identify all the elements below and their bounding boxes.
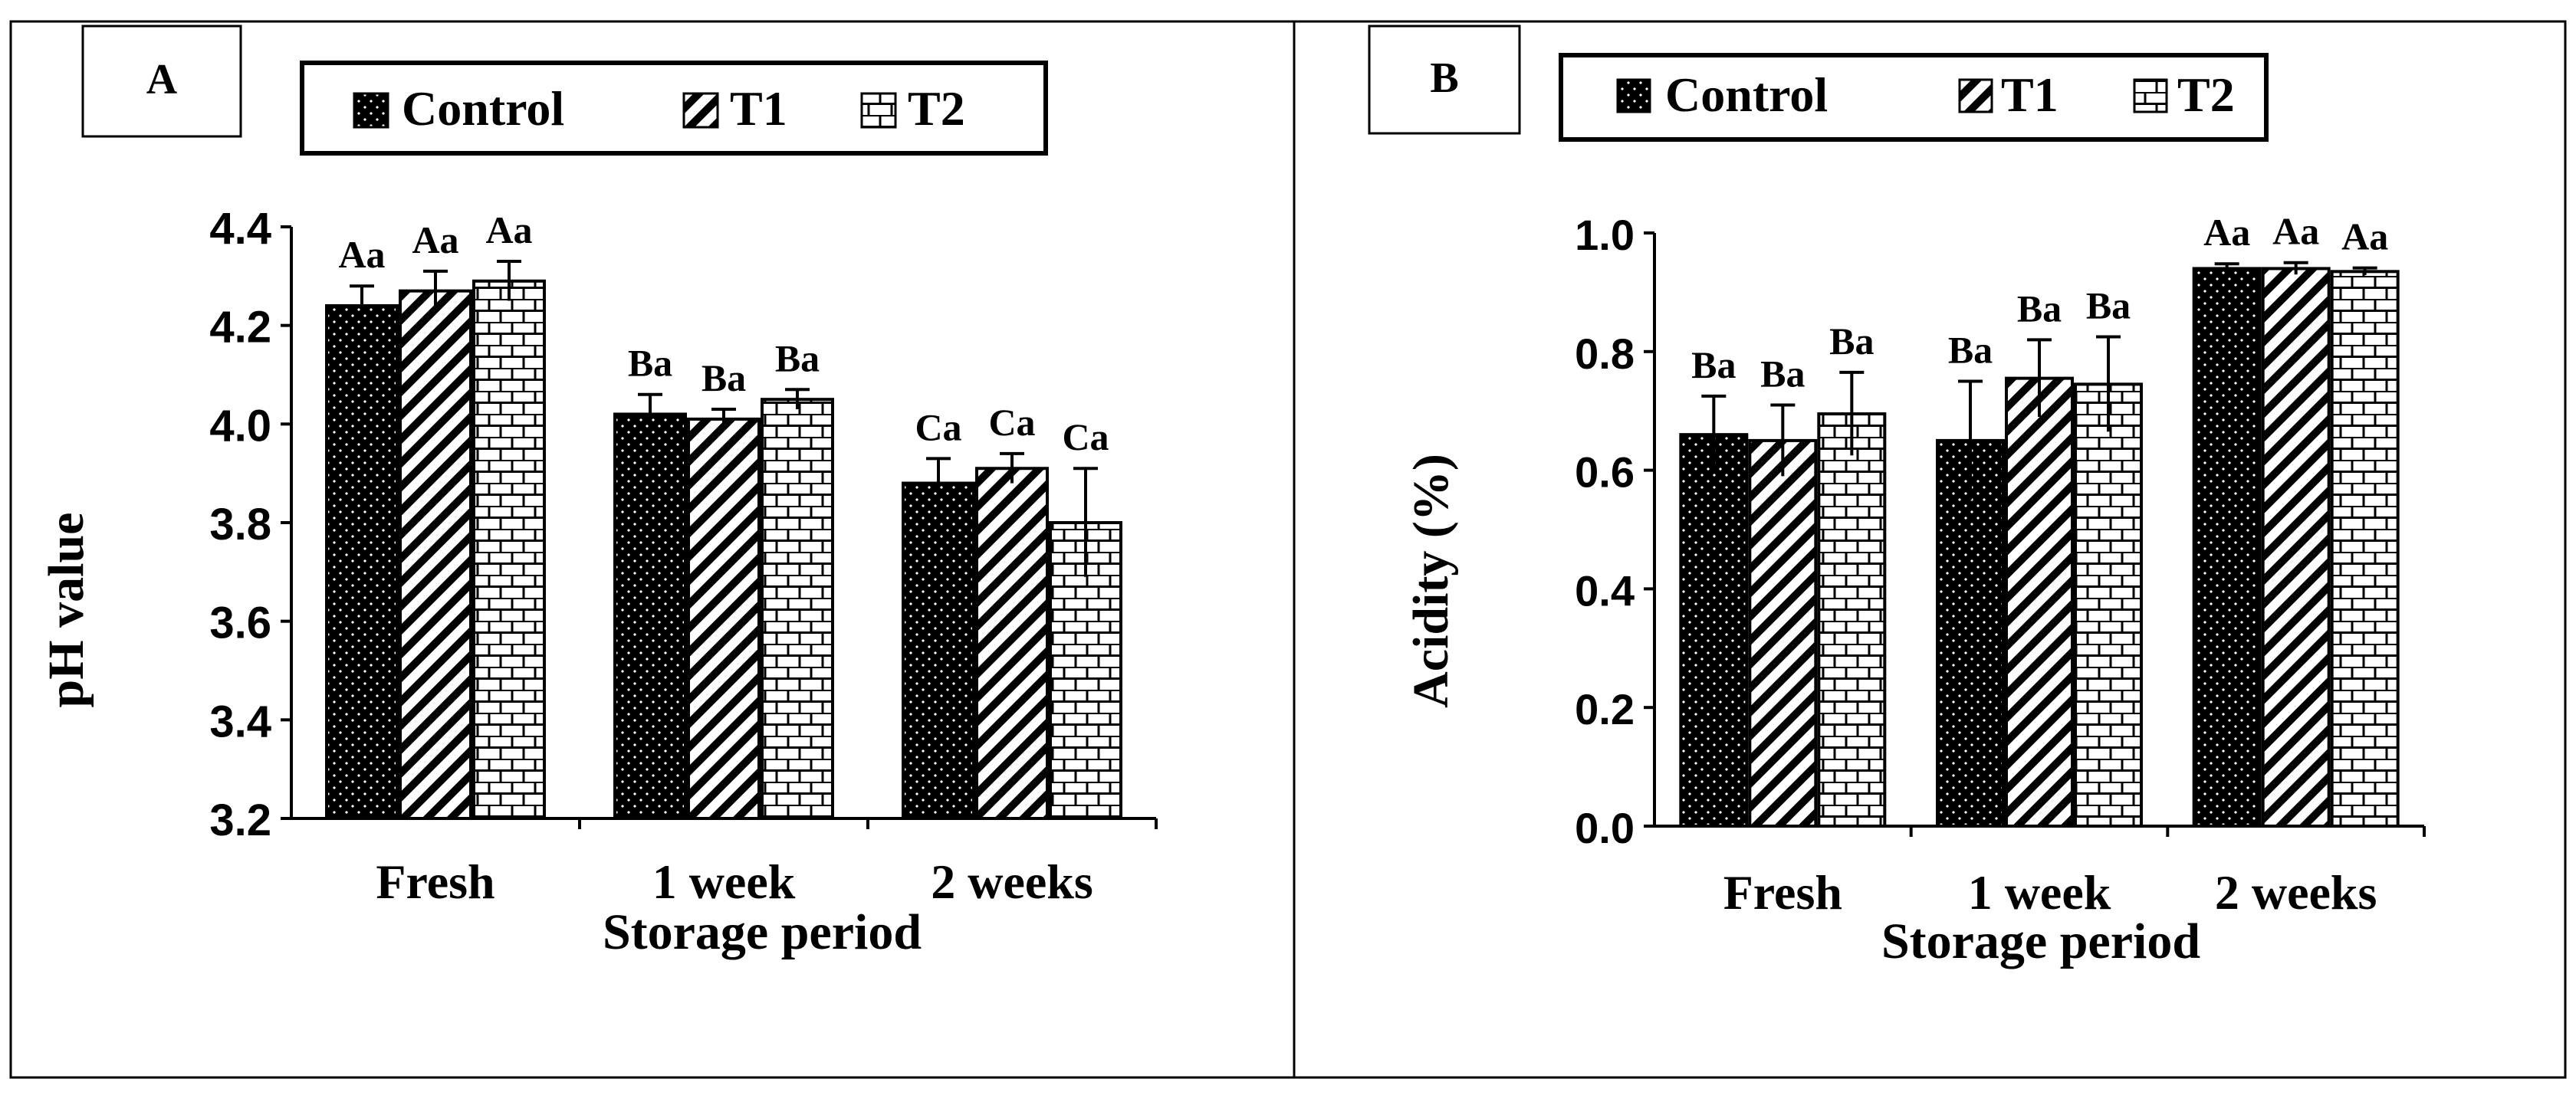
panel-b-y-tick-label: 1.0 [1575,211,1635,259]
panel-a-control-2-weeks-significance-label: Ca [915,405,961,448]
panel-b-control-1-week-bar [1936,438,2005,828]
panel-b-t1-fresh-bar [1748,438,1818,828]
panel-a-legend-swatch-t2 [860,92,897,129]
panel-b-control-1-week-significance-label: Ba [1948,329,1993,372]
panel-a-t2-fresh-significance-label: Aa [485,208,532,251]
panel-b-legend-swatch-t1 [1958,78,1993,113]
panel-a-t1-fresh-bar [399,289,472,820]
panel-b-t2-fresh-bar [1817,412,1887,828]
panel-b-label-box [1368,25,1521,135]
panel-a-x-axis-title: Storage period [603,904,922,960]
panel-a-legend-box [300,61,1048,156]
panel-b-y-tick-label: 0.6 [1575,448,1635,497]
panel-b-t1-2-weeks-bar [2261,267,2331,828]
panel-a: A Control T1 T2 3.2 3.4 3.6 3.8 4.0 4.2 4.4 Fre… [38,25,1158,960]
panel-b-t2-2-weeks-significance-label: Aa [2341,215,2388,258]
panel-a-legend-swatch-t1 [682,92,719,129]
panel-a-y-tick-label: 4.4 [209,204,271,254]
panel-a-control-1-week-bar [613,412,687,820]
panel-a-t1-1-week-bar [687,417,761,820]
panel-a-legend: Control T1 T2 [300,61,1048,156]
panel-a-control-fresh-bar [325,303,399,820]
panel-b-legend-swatch-control [1616,78,1651,113]
panel-b-plot: 0.0 0.2 0.4 0.6 0.8 1.0 Fresh Ba Ba Ba 1 week Ba Ba B… [1575,210,2426,920]
panel-a-control-1-week-significance-label: Ba [628,342,672,385]
panel-a-t1-2-weeks-significance-label: Ca [988,401,1035,444]
panel-a-x-tick-label-2-weeks: 2 weeks [931,854,1093,909]
panel-b-control-fresh-significance-label: Ba [1691,343,1736,386]
panel-a-label: A [146,56,178,103]
panel-a-t1-2-weeks-bar [975,467,1049,820]
panel-b-y-tick-label: 0.2 [1575,685,1635,733]
panel-b-x-axis-title: Storage period [1881,913,2200,969]
panel-a-y-tick-label: 3.4 [209,697,271,746]
panel-b-legend: Control T1 T2 [1559,53,2269,142]
panel-a-y-tick-label: 3.6 [209,599,271,648]
panel-b-legend-label-control: Control [1665,67,1828,122]
panel-b-control-2-weeks-bar [2192,267,2262,828]
panel-b-t1-1-week-significance-label: Ba [2017,287,2062,330]
panel-b: B Control T1 T2 0.0 0.2 0.4 0.6 0.8 1.0 Fresh B… [1368,25,2426,969]
panel-a-legend-label-t2: T2 [908,81,965,136]
panel-b-legend-label-t1: T1 [2001,67,2058,122]
panel-a-y-tick-label: 3.2 [209,795,271,845]
panel-a-control-2-weeks-bar [902,481,975,820]
panel-b-t2-2-weeks-bar [2330,270,2400,828]
panel-b-legend-label-t2: T2 [2177,67,2235,122]
panel-a-x-tick-label-fresh: Fresh [376,854,495,909]
panel-a-y-axis-title: pH value [38,513,94,708]
panel-a-plot: 3.2 3.4 3.6 3.8 4.0 4.2 4.4 Fresh Aa Aa Aa 1 week Ba… [209,204,1158,909]
panel-a-t2-2-weeks-significance-label: Ca [1062,415,1109,458]
panel-b-y-axis-title: Acidity (%) [1403,454,1459,708]
panel-a-y-tick-label: 4.0 [209,401,271,451]
panel-a-t2-1-week-significance-label: Ba [775,336,820,379]
panel-b-legend-swatch-t2 [2133,78,2168,113]
panel-b-x-tick-label-fresh: Fresh [1723,865,1842,920]
panel-b-label: B [1430,54,1458,102]
panel-b-t1-2-weeks-significance-label: Aa [2272,210,2319,253]
panel-b-x-tick-label-2-weeks: 2 weeks [2215,865,2377,920]
panel-b-control-fresh-bar [1679,433,1749,828]
panel-b-y-tick-label: 0.0 [1575,804,1635,852]
panel-a-t1-1-week-significance-label: Ba [702,356,746,399]
panel-a-y-tick-label: 4.2 [209,303,271,353]
panel-a-legend-swatch-control [353,92,389,129]
panel-a-t2-1-week-bar [761,398,834,820]
panel-b-t1-fresh-significance-label: Ba [1760,352,1805,395]
panel-b-y-tick-label: 0.4 [1575,566,1635,615]
panel-a-control-fresh-significance-label: Aa [338,233,385,276]
panel-a-legend-label-control: Control [402,81,564,136]
panel-a-legend-label-t1: T1 [730,81,787,136]
panel-b-x-tick-label-1-week: 1 week [1968,865,2111,920]
panel-a-x-tick-label-1-week: 1 week [652,854,796,909]
panel-b-t1-1-week-bar [2005,376,2074,828]
panel-b-t2-1-week-significance-label: Ba [2086,284,2131,326]
figure-frame [9,20,2567,1079]
panel-b-control-2-weeks-significance-label: Aa [2203,211,2250,254]
panel-b-y-tick-label: 0.8 [1575,330,1635,378]
panel-b-t2-fresh-significance-label: Ba [1829,320,1874,362]
panel-b-t2-1-week-bar [2074,382,2143,828]
panel-a-y-tick-label: 3.8 [209,500,271,549]
panel-a-label-box [81,25,242,138]
panel-a-t1-fresh-significance-label: Aa [412,218,458,261]
panel-a-t2-fresh-bar [472,279,546,820]
